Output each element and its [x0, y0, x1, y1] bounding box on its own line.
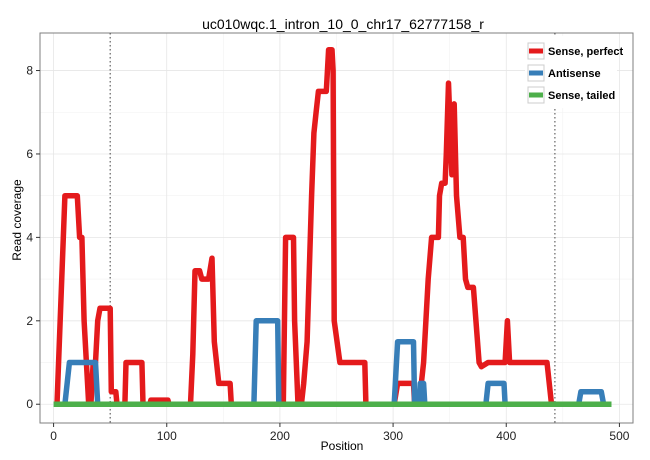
legend: Sense, perfect Antisense Sense, tailed	[525, 36, 624, 108]
plot-border	[39, 32, 634, 424]
y-tick-label: 6	[26, 147, 33, 161]
legend-label-sense-perfect: Sense, perfect	[548, 46, 624, 58]
legend-label-antisense: Antisense	[548, 68, 601, 80]
x-tick-label: 200	[270, 429, 290, 443]
x-tick-label: 0	[50, 429, 57, 443]
x-axis-title: Position	[321, 439, 364, 453]
legend-label-sense-tailed: Sense, tailed	[548, 90, 615, 102]
y-tick-label: 2	[26, 314, 33, 328]
y-tick-label: 8	[26, 64, 33, 78]
chart-title: uc010wqc.1_intron_10_0_chr17_62777158_r	[202, 16, 484, 32]
x-tick-label: 100	[157, 429, 177, 443]
x-tick-label: 500	[609, 429, 629, 443]
x-tick-label: 300	[383, 429, 403, 443]
series-line-sense-perfect	[54, 46, 555, 407]
x-tick-label: 400	[496, 429, 516, 443]
y-tick-label: 0	[26, 397, 33, 411]
y-tick-label: 4	[26, 230, 33, 244]
y-axis-title: Read coverage	[10, 179, 24, 261]
